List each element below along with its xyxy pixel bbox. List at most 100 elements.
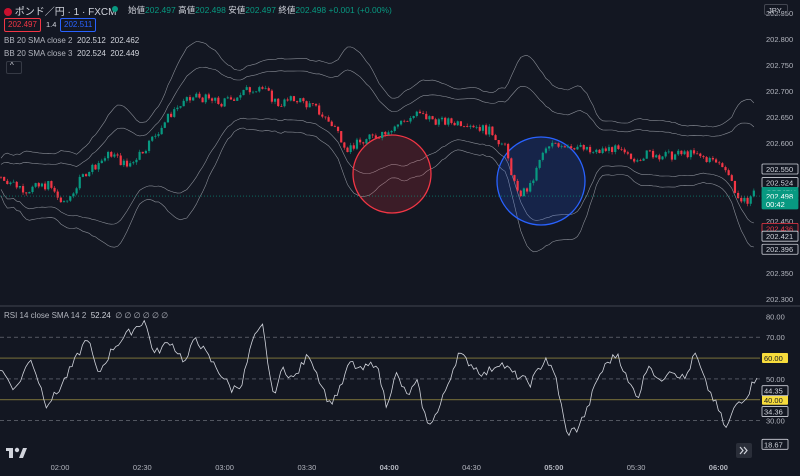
- candle-body: [431, 116, 434, 120]
- candle-body: [494, 135, 497, 141]
- rsi-value-label-0: 44.35: [764, 387, 783, 396]
- candle-body: [579, 144, 582, 147]
- candle-body: [519, 190, 522, 197]
- candle-body: [330, 121, 333, 127]
- sell-button[interactable]: 202.497: [4, 18, 41, 32]
- candle-body: [592, 152, 595, 153]
- gbp-flag-icon: [4, 8, 12, 16]
- candle-body: [12, 181, 15, 183]
- candle-body: [299, 98, 302, 103]
- symbol-title[interactable]: ポンド／円 · 1 · FXCM: [4, 3, 116, 18]
- price-label-box-0: [761, 163, 799, 175]
- candle-body: [305, 101, 308, 108]
- candle-body: [444, 117, 447, 125]
- candle-body: [740, 197, 743, 202]
- candle-body: [340, 131, 343, 143]
- candle-body: [40, 183, 44, 187]
- candle-body: [160, 127, 163, 135]
- candle-body: [437, 119, 440, 125]
- candle-body: [173, 109, 176, 117]
- candle-body: [705, 157, 708, 162]
- price-label-7: 202.396: [766, 245, 793, 254]
- candle-body: [91, 164, 94, 173]
- candle-body: [522, 188, 525, 197]
- price-label-4: 00:42: [766, 200, 785, 209]
- candle-body: [179, 106, 182, 108]
- price-tick-2: 202.750: [766, 61, 793, 70]
- candle-body: [371, 134, 374, 136]
- candle-body: [107, 151, 110, 159]
- candle-body: [664, 152, 667, 157]
- candle-body: [406, 121, 409, 122]
- rsi-level-label-box-0: [762, 353, 788, 364]
- candle-body: [280, 106, 283, 107]
- candle-body: [692, 150, 696, 154]
- candle-body: [645, 150, 648, 159]
- candle-body: [286, 99, 289, 101]
- rsi-legend[interactable]: RSI 14 close SMA 14 2 52.24 ∅ ∅ ∅ ∅ ∅ ∅: [4, 311, 168, 320]
- bb-line-3: [0, 127, 754, 253]
- candle-body: [192, 97, 195, 101]
- candle-body: [157, 134, 160, 136]
- candle-body: [88, 172, 91, 177]
- candle-body: [242, 89, 245, 96]
- bb-legend-1[interactable]: BB 20 SMA close 2 202.512 202.462: [4, 36, 139, 45]
- candle-body: [670, 151, 674, 160]
- candle-body: [620, 148, 623, 150]
- candle-body: [75, 188, 78, 194]
- candle-body: [135, 159, 138, 163]
- candle-body: [626, 152, 629, 154]
- candle-body: [548, 146, 551, 149]
- candle-body: [636, 160, 639, 162]
- candle-body: [674, 154, 677, 160]
- price-label-1: 202.524: [766, 179, 793, 188]
- candle-body: [214, 97, 217, 101]
- candle-body: [472, 125, 475, 128]
- candle-body: [525, 188, 529, 192]
- candle-body: [37, 183, 40, 187]
- candle-body: [428, 116, 431, 120]
- candle-body: [399, 120, 403, 125]
- candle-body: [629, 153, 633, 159]
- candle-body: [699, 153, 702, 157]
- candle-body: [570, 146, 573, 149]
- spread-value: 1.4: [46, 20, 57, 29]
- candle-body: [749, 196, 752, 204]
- change-value: +0.001 (+0.00%): [328, 5, 392, 15]
- candle-body: [642, 158, 645, 161]
- candle-body: [689, 150, 692, 158]
- price-label-3: 202.498: [766, 192, 793, 201]
- candle-body: [721, 163, 724, 168]
- candle-body: [434, 119, 437, 125]
- candle-body: [422, 113, 425, 114]
- candle-body: [223, 98, 226, 107]
- buy-button[interactable]: 202.511: [60, 18, 97, 32]
- candle-body: [314, 103, 318, 106]
- candle-body: [538, 159, 541, 168]
- time-axis-ticks: 02:00 02:30 03:00 03:30 04:00 04:30 05:00 05:30…: [51, 463, 728, 472]
- bb-line-0: [0, 66, 755, 167]
- candle-body: [651, 150, 655, 158]
- rsi-level-label-box-1: [762, 394, 788, 405]
- rsi-value-label-1: 34.36: [764, 408, 783, 417]
- currency-selector[interactable]: JPY: [764, 4, 788, 15]
- candle-body: [119, 155, 122, 166]
- low-value: 202.497: [245, 5, 276, 15]
- candle-body: [321, 114, 324, 117]
- bb-legend-2[interactable]: BB 20 SMA close 3 202.524 202.449: [4, 49, 139, 58]
- price-tick-4: 202.650: [766, 113, 793, 122]
- candle-body: [0, 176, 3, 178]
- low-label: 安値: [228, 5, 246, 15]
- close-value: 202.498: [295, 5, 327, 15]
- candle-body: [144, 150, 147, 154]
- scroll-to-latest-button[interactable]: [736, 443, 752, 458]
- candle-body: [554, 142, 557, 144]
- candle-body: [535, 167, 538, 181]
- candle-body: [513, 175, 516, 181]
- collapse-legend-button[interactable]: ^: [6, 61, 22, 74]
- candle-body: [138, 151, 141, 160]
- time-tick-1: 02:30: [133, 463, 152, 472]
- candle-body: [425, 113, 428, 120]
- candle-body: [623, 149, 626, 153]
